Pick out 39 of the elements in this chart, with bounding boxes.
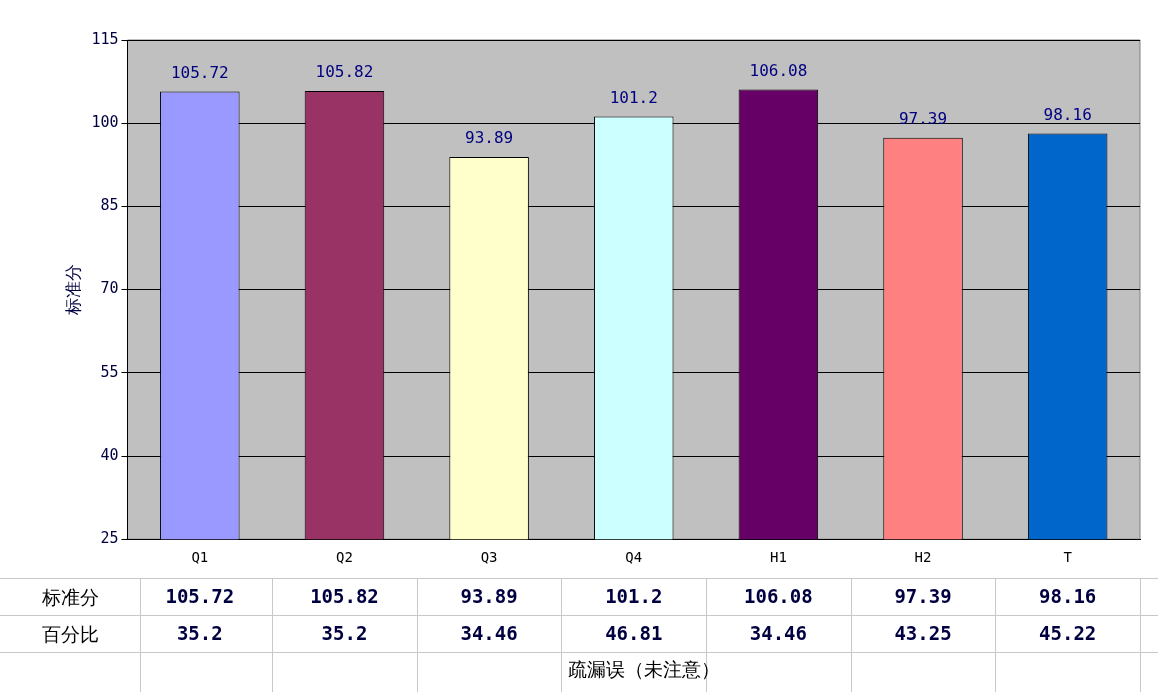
x-tick-label: Q3 [480, 549, 498, 566]
x-axis-title: 疏漏误（未注意） [567, 657, 721, 682]
text: 101.2 [605, 585, 663, 607]
y-tick-label: 25 [100, 529, 119, 548]
text: 35.2 [321, 622, 368, 644]
text: 98.16 [1039, 585, 1097, 607]
text: 45.22 [1039, 622, 1097, 644]
text: 93.89 [460, 585, 518, 607]
text: 105.82 [310, 585, 379, 607]
text: 43.25 [894, 622, 952, 644]
data-label: 105.82 [315, 62, 374, 82]
y-tick-label: 85 [100, 196, 119, 215]
data-label: 101.2 [609, 87, 658, 107]
data-label: 105.72 [170, 62, 229, 82]
x-tick-label: T [1063, 549, 1073, 566]
text: 46.81 [605, 622, 663, 644]
y-tick-label: 40 [100, 445, 119, 464]
text: 34.46 [460, 622, 518, 644]
text: 标准分 [40, 585, 100, 610]
y-axis-title: 标准分 [62, 264, 83, 317]
text: 34.46 [749, 622, 807, 644]
x-tick-label: H1 [769, 549, 787, 566]
x-tick-label: H2 [914, 549, 932, 566]
text: 百分比 [40, 622, 100, 647]
y-tick-label: 70 [100, 279, 119, 298]
text: 105.72 [165, 585, 235, 607]
x-tick-label: Q4 [625, 549, 643, 566]
text: 106.08 [744, 585, 813, 607]
data-label: 106.08 [749, 60, 808, 80]
y-tick-label: 55 [100, 362, 119, 381]
data-label: 97.39 [898, 108, 948, 128]
y-tick-label: 100 [91, 113, 119, 132]
x-tick-label: Q1 [191, 549, 209, 566]
text: 35.2 [176, 622, 223, 644]
x-tick-label: Q2 [336, 549, 353, 566]
data-label: 93.89 [465, 128, 514, 148]
text: 97.39 [894, 585, 952, 607]
y-tick-label: 115 [91, 29, 119, 48]
data-label: 98.16 [1043, 104, 1092, 124]
